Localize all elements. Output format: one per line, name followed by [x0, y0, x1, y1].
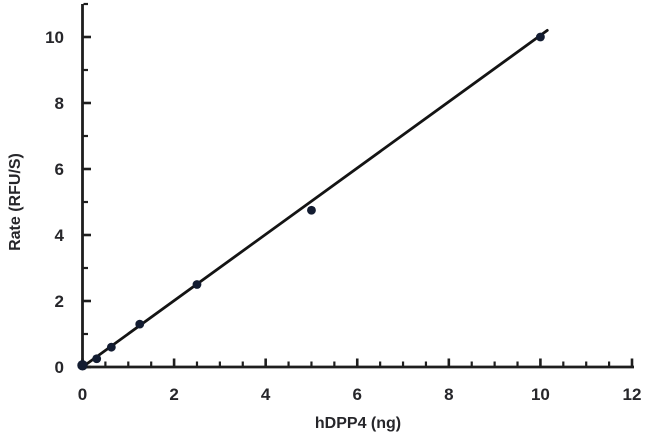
trendline [81, 28, 549, 369]
x-tick-label: 6 [353, 385, 362, 404]
x-axis-title: hDPP4 (ng) [314, 415, 402, 432]
data-point [135, 319, 145, 329]
y-tick-label: 6 [55, 160, 64, 179]
x-tick-label: 10 [531, 385, 550, 404]
data-point [77, 360, 88, 371]
data-point [307, 205, 316, 215]
y-tick-label: 0 [55, 358, 64, 377]
data-point [106, 342, 116, 352]
data-point [536, 32, 545, 42]
y-tick-label: 4 [55, 226, 65, 245]
y-tick-label: 8 [55, 94, 64, 113]
y-tick-label: 2 [55, 292, 64, 311]
x-tick-label: 8 [444, 385, 453, 404]
data-point [192, 280, 202, 289]
x-tick-label: 2 [169, 385, 178, 404]
x-tick-label: 0 [78, 385, 87, 404]
y-axis-title: Rate (RFU/S) [7, 153, 24, 251]
data-point [92, 354, 102, 364]
y-tick-label: 10 [45, 28, 64, 47]
x-tick-label: 12 [623, 385, 642, 404]
x-tick-label: 4 [261, 385, 271, 404]
